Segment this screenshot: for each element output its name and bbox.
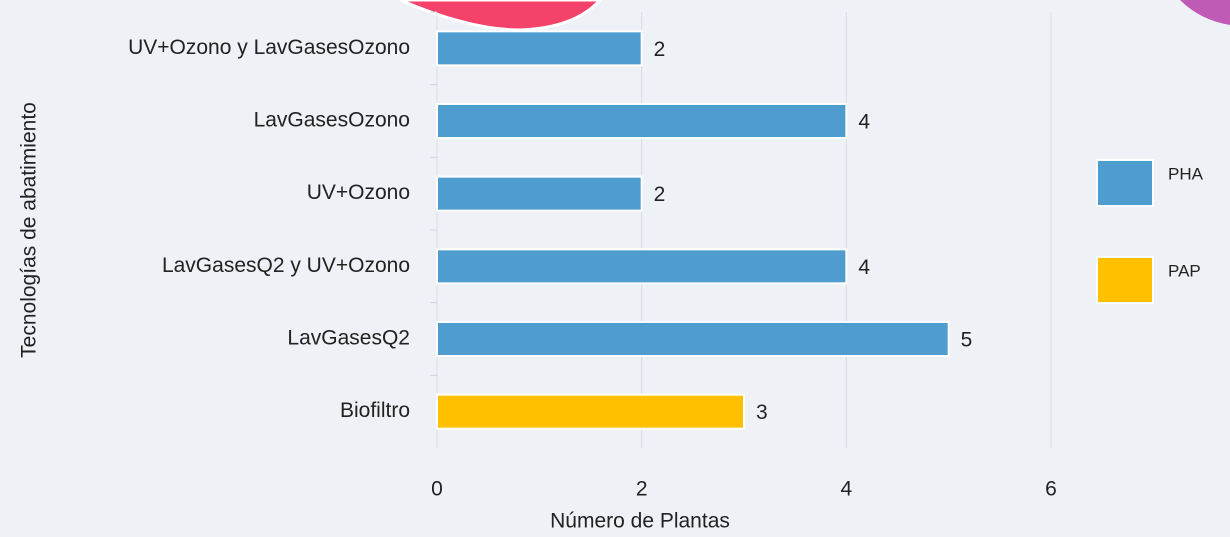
legend-swatch [1096, 256, 1154, 304]
data-label: 3 [756, 401, 768, 424]
x-tick-label: 6 [1045, 478, 1057, 501]
data-label: 4 [858, 111, 870, 134]
y-tick-label: UV+Ozono [307, 181, 410, 204]
y-axis-label: Tecnologías de abatimiento [18, 102, 41, 358]
data-label: 2 [654, 38, 666, 61]
legend-swatch [1096, 159, 1154, 207]
data-label: 2 [654, 183, 666, 206]
x-tick-label: 0 [431, 478, 443, 501]
y-tick-label: LavGasesQ2 [287, 327, 410, 350]
x-tick-label: 2 [636, 478, 648, 501]
legend-label: PAP [1168, 261, 1201, 280]
bar [436, 103, 848, 139]
bar [436, 175, 643, 212]
bar [436, 30, 643, 67]
data-label: 5 [961, 329, 973, 352]
decoration [1180, 0, 1230, 25]
decoration [399, 0, 603, 32]
legend-label: PHA [1168, 164, 1204, 183]
x-axis-label: Número de Plantas [550, 510, 730, 533]
bar [436, 393, 745, 430]
bar [436, 321, 950, 357]
y-tick-label: LavGasesOzono [254, 109, 410, 132]
data-label: 4 [858, 256, 870, 279]
y-tick-label: Biofiltro [340, 399, 410, 422]
y-tick-label: UV+Ozono y LavGasesOzono [128, 36, 410, 59]
y-tick-label: LavGasesQ2 y UV+Ozono [162, 254, 410, 277]
x-tick-label: 4 [840, 478, 852, 501]
bar [436, 248, 848, 285]
